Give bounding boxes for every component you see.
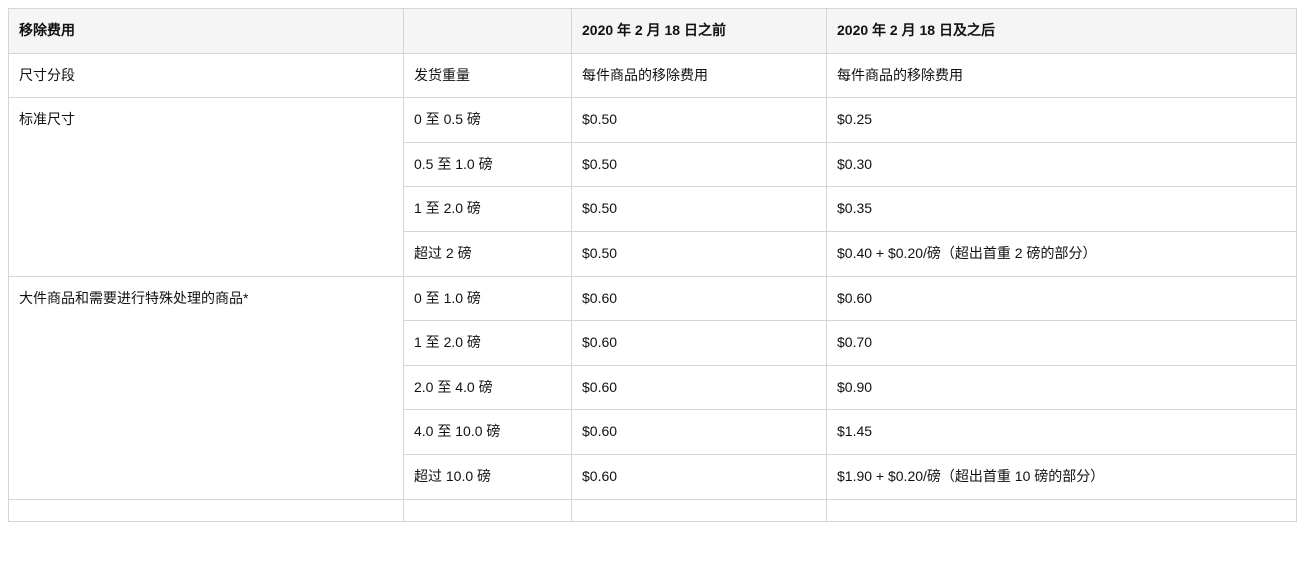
cell-weight: 0 至 1.0 磅 <box>404 276 572 321</box>
cell-after: $0.70 <box>827 321 1297 366</box>
cell-after: $1.45 <box>827 410 1297 455</box>
cell-before: $0.60 <box>572 454 827 499</box>
footer-cell <box>404 499 572 521</box>
subheader-before: 每件商品的移除费用 <box>572 53 827 98</box>
cell-before: $0.50 <box>572 142 827 187</box>
cell-weight: 超过 2 磅 <box>404 231 572 276</box>
header-category: 移除费用 <box>9 9 404 54</box>
cell-after: $0.60 <box>827 276 1297 321</box>
cell-after: $0.40 + $0.20/磅（超出首重 2 磅的部分） <box>827 231 1297 276</box>
cell-weight: 1 至 2.0 磅 <box>404 321 572 366</box>
table-subheader-row: 尺寸分段 发货重量 每件商品的移除费用 每件商品的移除费用 <box>9 53 1297 98</box>
subheader-after: 每件商品的移除费用 <box>827 53 1297 98</box>
cell-weight: 超过 10.0 磅 <box>404 454 572 499</box>
footer-cell <box>827 499 1297 521</box>
cell-after: $1.90 + $0.20/磅（超出首重 10 磅的部分） <box>827 454 1297 499</box>
footer-cell <box>9 499 404 521</box>
header-weight <box>404 9 572 54</box>
table-row: 大件商品和需要进行特殊处理的商品* 0 至 1.0 磅 $0.60 $0.60 <box>9 276 1297 321</box>
cell-before: $0.60 <box>572 321 827 366</box>
cell-after: $0.35 <box>827 187 1297 232</box>
cell-weight: 0 至 0.5 磅 <box>404 98 572 143</box>
cell-before: $0.60 <box>572 365 827 410</box>
table-footer-row <box>9 499 1297 521</box>
subheader-weight: 发货重量 <box>404 53 572 98</box>
header-before: 2020 年 2 月 18 日之前 <box>572 9 827 54</box>
subheader-category: 尺寸分段 <box>9 53 404 98</box>
cell-before: $0.60 <box>572 276 827 321</box>
group-label: 大件商品和需要进行特殊处理的商品* <box>9 276 404 499</box>
header-after: 2020 年 2 月 18 日及之后 <box>827 9 1297 54</box>
cell-before: $0.50 <box>572 98 827 143</box>
cell-before: $0.60 <box>572 410 827 455</box>
cell-weight: 2.0 至 4.0 磅 <box>404 365 572 410</box>
removal-fee-table: 移除费用 2020 年 2 月 18 日之前 2020 年 2 月 18 日及之… <box>8 8 1297 522</box>
cell-weight: 0.5 至 1.0 磅 <box>404 142 572 187</box>
cell-after: $0.90 <box>827 365 1297 410</box>
cell-before: $0.50 <box>572 231 827 276</box>
footer-cell <box>572 499 827 521</box>
cell-weight: 1 至 2.0 磅 <box>404 187 572 232</box>
cell-weight: 4.0 至 10.0 磅 <box>404 410 572 455</box>
cell-after: $0.30 <box>827 142 1297 187</box>
cell-before: $0.50 <box>572 187 827 232</box>
table-header-row: 移除费用 2020 年 2 月 18 日之前 2020 年 2 月 18 日及之… <box>9 9 1297 54</box>
table-row: 标准尺寸 0 至 0.5 磅 $0.50 $0.25 <box>9 98 1297 143</box>
cell-after: $0.25 <box>827 98 1297 143</box>
group-label: 标准尺寸 <box>9 98 404 276</box>
